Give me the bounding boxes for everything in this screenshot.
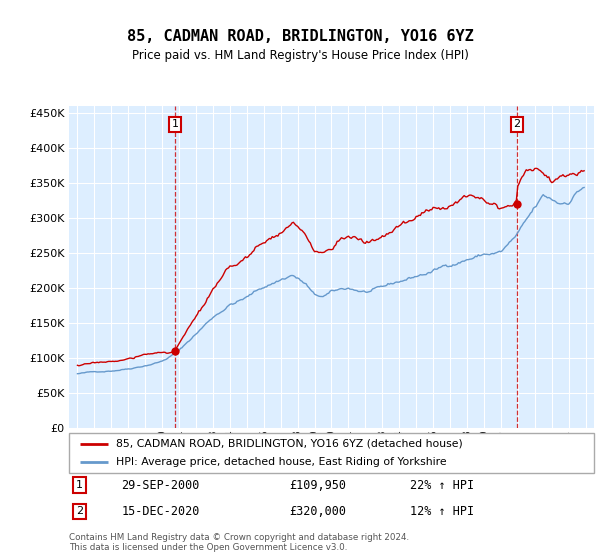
Text: 85, CADMAN ROAD, BRIDLINGTON, YO16 6YZ (detached house): 85, CADMAN ROAD, BRIDLINGTON, YO16 6YZ (… [116,439,463,449]
Text: HPI: Average price, detached house, East Riding of Yorkshire: HPI: Average price, detached house, East… [116,458,447,467]
Text: 15-DEC-2020: 15-DEC-2020 [121,505,200,518]
Text: 1: 1 [172,119,178,129]
Text: 22% ↑ HPI: 22% ↑ HPI [410,479,475,492]
Text: £320,000: £320,000 [290,505,347,518]
Text: Price paid vs. HM Land Registry's House Price Index (HPI): Price paid vs. HM Land Registry's House … [131,49,469,63]
Text: 2: 2 [76,506,83,516]
Text: 85, CADMAN ROAD, BRIDLINGTON, YO16 6YZ: 85, CADMAN ROAD, BRIDLINGTON, YO16 6YZ [127,29,473,44]
Text: 1: 1 [76,480,83,490]
Text: £109,950: £109,950 [290,479,347,492]
Text: Contains HM Land Registry data © Crown copyright and database right 2024.: Contains HM Land Registry data © Crown c… [69,533,409,542]
Text: 12% ↑ HPI: 12% ↑ HPI [410,505,475,518]
Text: 29-SEP-2000: 29-SEP-2000 [121,479,200,492]
Text: This data is licensed under the Open Government Licence v3.0.: This data is licensed under the Open Gov… [69,543,347,552]
Text: 2: 2 [514,119,521,129]
